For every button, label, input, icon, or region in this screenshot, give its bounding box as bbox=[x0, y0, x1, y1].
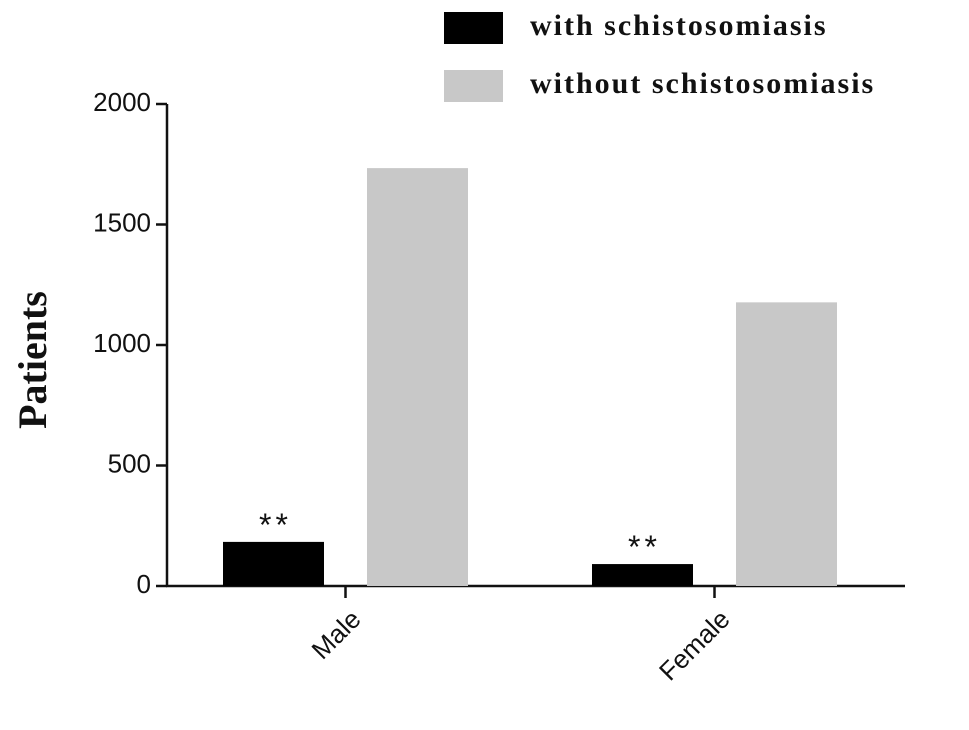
x-tick-label: Female bbox=[653, 604, 736, 687]
x-tick-label: Male bbox=[306, 604, 367, 665]
legend-label: without schistosomiasis bbox=[530, 67, 875, 100]
bar bbox=[736, 302, 837, 586]
annotation: ** bbox=[259, 507, 292, 543]
annotation: ** bbox=[628, 529, 661, 565]
bar bbox=[592, 564, 693, 586]
legend-label: with schistosomiasis bbox=[530, 9, 828, 42]
legend-swatch bbox=[444, 70, 503, 102]
legend-swatch bbox=[444, 12, 503, 44]
y-tick-label: 1500 bbox=[93, 207, 151, 237]
y-tick-label: 1000 bbox=[93, 328, 151, 358]
y-tick-label: 500 bbox=[108, 448, 151, 478]
bar bbox=[367, 168, 468, 586]
y-axis-label: Patients bbox=[10, 291, 55, 429]
bar bbox=[223, 541, 324, 586]
y-tick-label: 0 bbox=[137, 569, 151, 599]
y-tick-label: 2000 bbox=[93, 87, 151, 117]
